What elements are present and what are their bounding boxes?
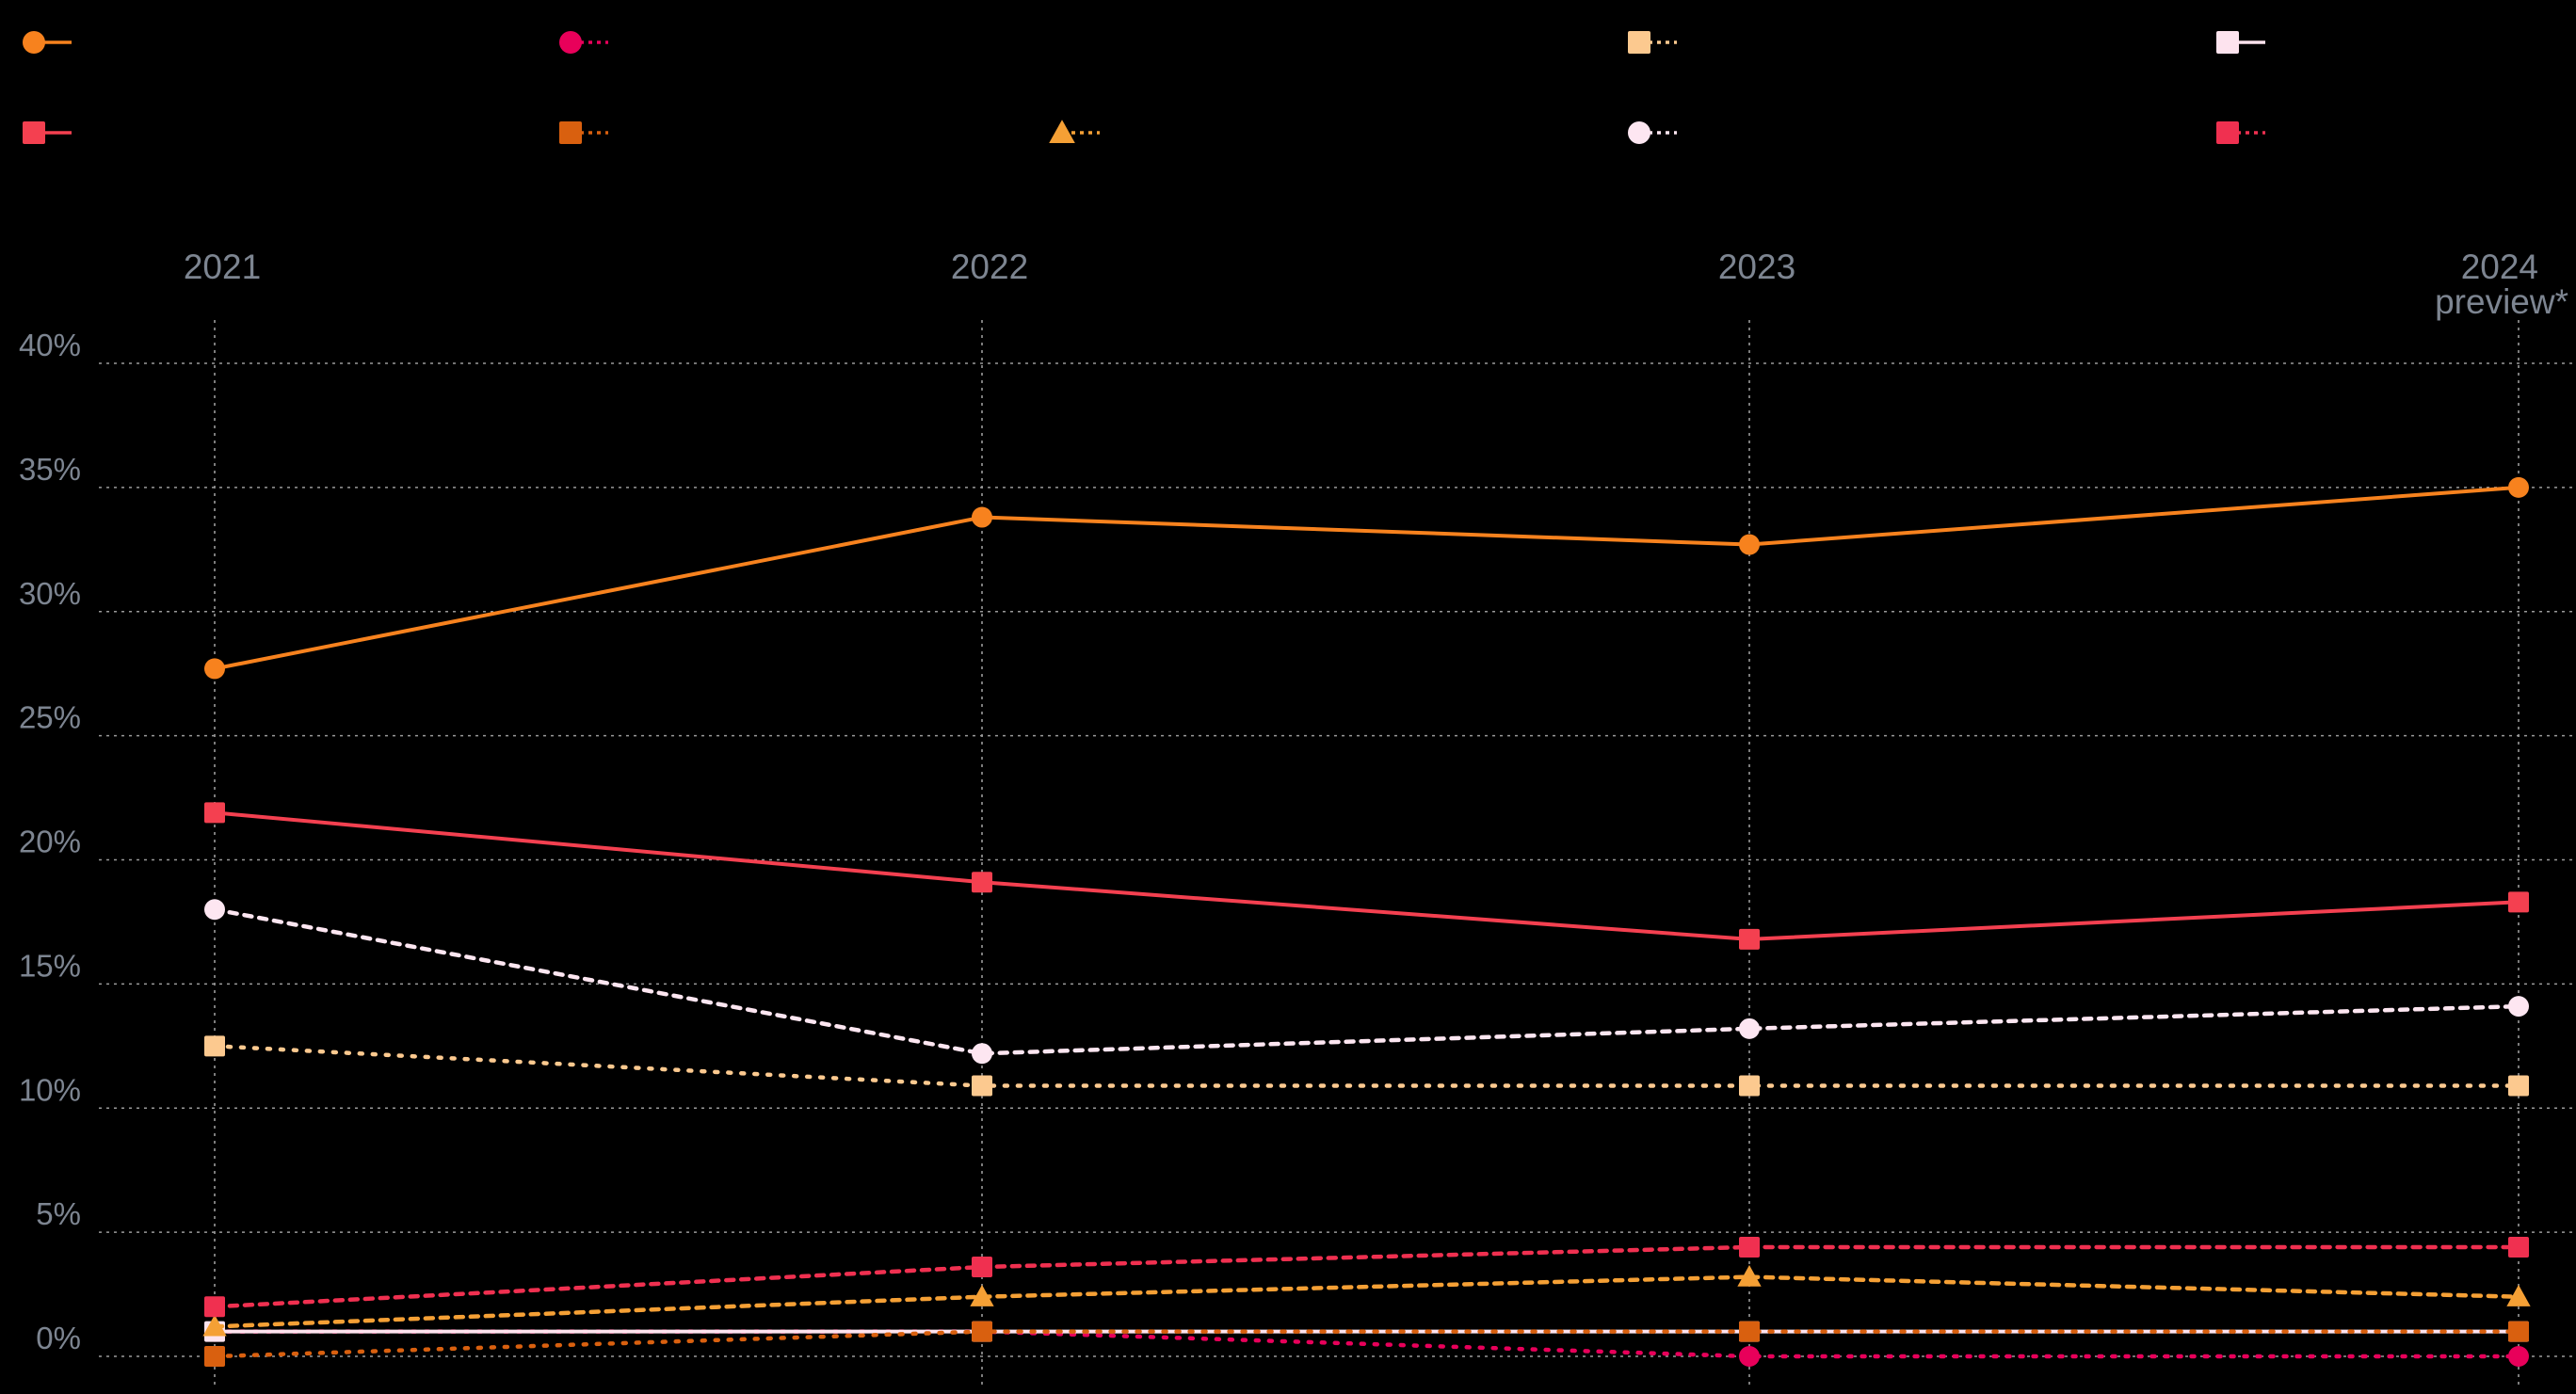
data-point bbox=[2508, 1346, 2529, 1367]
data-point bbox=[1739, 1017, 1760, 1039]
legend-marker bbox=[23, 31, 45, 54]
series-3 bbox=[204, 1035, 2529, 1097]
legend-marker bbox=[1049, 120, 1075, 144]
legend-item bbox=[1049, 120, 1100, 144]
data-point bbox=[204, 1035, 225, 1057]
data-point bbox=[2506, 1285, 2531, 1306]
x-tick-label: 2022 bbox=[951, 248, 1028, 286]
legend-item bbox=[23, 121, 72, 144]
data-point bbox=[2508, 891, 2529, 913]
data-point bbox=[2508, 996, 2529, 1017]
series-group bbox=[202, 476, 2531, 1367]
series-line bbox=[213, 810, 2520, 941]
legend-marker bbox=[559, 121, 582, 144]
data-point bbox=[1739, 534, 1760, 555]
y-tick-label: 35% bbox=[19, 452, 81, 487]
data-point bbox=[1739, 1236, 1760, 1258]
legend-item bbox=[1628, 121, 1677, 144]
data-point bbox=[204, 1296, 225, 1318]
legend-marker bbox=[23, 121, 45, 144]
data-point bbox=[972, 1043, 992, 1065]
series-line bbox=[212, 1329, 2521, 1359]
data-point bbox=[972, 872, 992, 893]
data-point bbox=[972, 1257, 992, 1278]
legend-marker bbox=[1628, 121, 1650, 144]
legend-item bbox=[2216, 121, 2265, 144]
series-9 bbox=[204, 1236, 2529, 1318]
y-tick-label: 15% bbox=[19, 948, 81, 983]
data-point bbox=[204, 658, 225, 680]
data-point bbox=[204, 802, 225, 824]
legend-item bbox=[1628, 31, 1677, 54]
x-tick-label: 2021 bbox=[184, 248, 261, 286]
legend-marker bbox=[2216, 121, 2239, 144]
legend-item bbox=[559, 31, 608, 54]
y-tick-label: 0% bbox=[36, 1321, 81, 1355]
series-2 bbox=[204, 1321, 2529, 1367]
legend-item bbox=[23, 31, 72, 54]
y-tick-label: 10% bbox=[19, 1072, 81, 1107]
data-point bbox=[1737, 1264, 1762, 1287]
legend-marker bbox=[559, 31, 582, 54]
series-1 bbox=[204, 476, 2529, 680]
data-point bbox=[972, 1075, 992, 1097]
data-point bbox=[1739, 928, 1760, 950]
data-point bbox=[202, 1314, 227, 1337]
legend bbox=[23, 31, 2265, 144]
y-tick-label: 30% bbox=[19, 576, 81, 611]
legend-marker bbox=[1628, 31, 1650, 54]
x-tick-label: 2024 bbox=[2461, 248, 2538, 286]
series-6 bbox=[204, 1321, 2529, 1367]
y-tick-label: 5% bbox=[36, 1196, 81, 1231]
series-line bbox=[213, 485, 2520, 671]
series-5 bbox=[204, 802, 2529, 950]
legend-item bbox=[2216, 31, 2265, 54]
series-8 bbox=[204, 899, 2529, 1065]
data-point bbox=[972, 506, 992, 528]
y-tick-label: 25% bbox=[19, 700, 81, 735]
legend-item bbox=[559, 121, 608, 144]
x-tick-label: 2023 bbox=[1718, 248, 1795, 286]
data-point bbox=[2508, 1236, 2529, 1258]
series-line bbox=[212, 1044, 2521, 1088]
data-point bbox=[204, 1346, 225, 1367]
y-axis: 0% 5% 10% 15% 20% 25% 30% 35% 40% bbox=[19, 328, 81, 1355]
data-point bbox=[2508, 476, 2529, 498]
data-point bbox=[1739, 1346, 1760, 1367]
series-7 bbox=[202, 1264, 2531, 1337]
data-point bbox=[970, 1285, 994, 1306]
data-point bbox=[1739, 1075, 1760, 1097]
data-point bbox=[2508, 1075, 2529, 1097]
series-line bbox=[212, 1274, 2521, 1329]
data-point bbox=[2508, 1321, 2529, 1342]
x-tick-sublabel: preview* bbox=[2435, 282, 2568, 321]
legend-marker bbox=[2216, 31, 2239, 54]
data-point bbox=[204, 899, 225, 921]
data-point bbox=[1739, 1321, 1760, 1342]
series-line bbox=[212, 1244, 2521, 1309]
y-tick-label: 20% bbox=[19, 825, 81, 859]
y-tick-label: 40% bbox=[19, 328, 81, 362]
series-line bbox=[212, 907, 2521, 1056]
grid bbox=[99, 320, 2576, 1388]
data-point bbox=[972, 1321, 992, 1342]
